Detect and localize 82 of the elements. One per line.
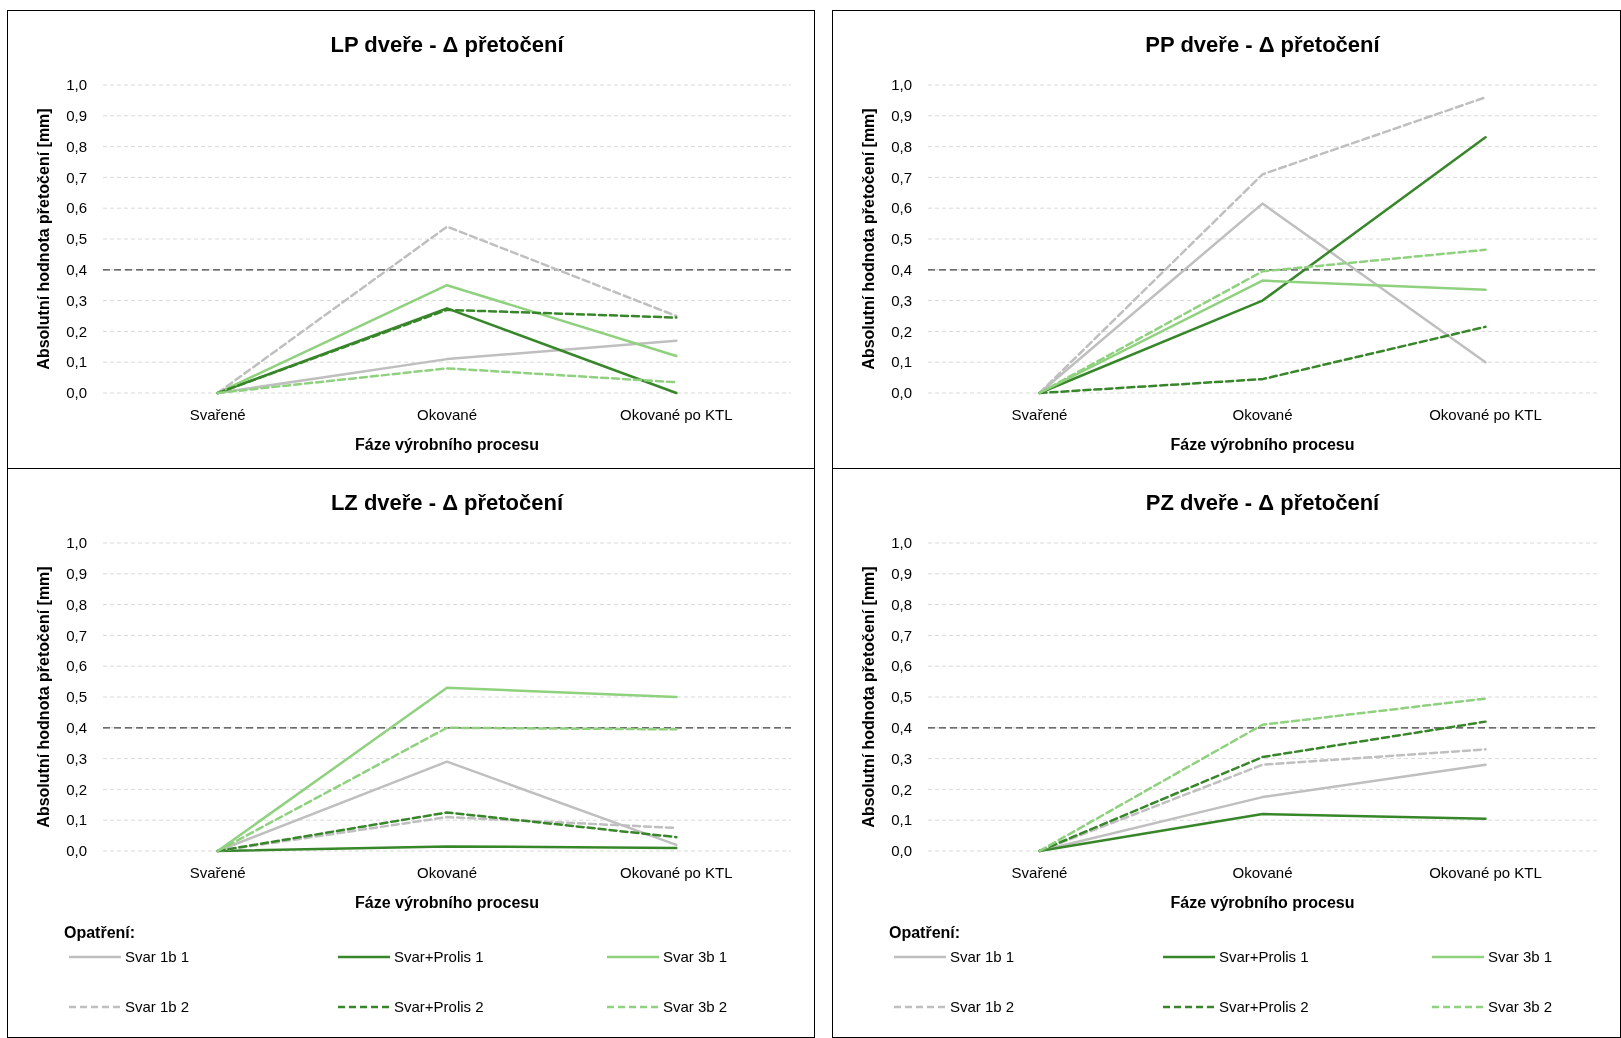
x-axis-title: Fáze výrobního procesu xyxy=(1170,436,1355,453)
y-tick-label: 0,9 xyxy=(891,107,912,125)
x-tick-label: Okované xyxy=(1232,406,1293,423)
x-tick-label: Svařené xyxy=(1011,864,1068,881)
chart-title: LZ dveře - Δ přetočení xyxy=(330,490,564,515)
y-tick-label: 0,1 xyxy=(66,353,87,371)
y-tick-label: 0,3 xyxy=(891,291,912,309)
y-tick-label: 1,0 xyxy=(66,76,87,94)
y-tick-label: 1,0 xyxy=(891,76,912,94)
y-tick-label: 1,0 xyxy=(66,534,87,552)
legend-label: Svar 3b 1 xyxy=(1488,948,1553,966)
y-tick-label: 0,6 xyxy=(891,657,912,675)
y-tick-label: 0,8 xyxy=(66,595,87,613)
y-axis-title: Absolutní hodnota přetočení [mm] xyxy=(860,108,877,370)
x-tick-label: Okované po KTL xyxy=(1429,406,1542,423)
x-tick-label: Okované po KTL xyxy=(620,864,733,881)
legend-title: Opatření: xyxy=(889,924,961,941)
y-tick-label: 0,4 xyxy=(891,261,912,279)
x-axis-title: Fáze výrobního procesu xyxy=(354,436,540,453)
y-tick-label: 0,6 xyxy=(891,199,912,217)
chart-title: PZ dveře - Δ přetočení xyxy=(1145,490,1381,515)
y-tick-label: 0,7 xyxy=(891,626,912,644)
legend-title: Opatření: xyxy=(64,924,136,941)
x-tick-label: Svařené xyxy=(189,864,246,881)
y-tick-label: 0,0 xyxy=(891,384,912,402)
y-tick-label: 0,7 xyxy=(891,168,912,186)
legend-label: Svar+Prolis 2 xyxy=(394,998,484,1016)
legend-label: Svar 1b 2 xyxy=(950,998,1015,1016)
chart-title: LP dveře - Δ přetočení xyxy=(330,32,565,57)
y-tick-label: 0,2 xyxy=(891,322,912,340)
x-tick-label: Svařené xyxy=(1011,406,1068,423)
legend-label: Svar 1b 1 xyxy=(950,948,1015,966)
y-tick-label: 0,5 xyxy=(66,230,87,248)
y-tick-label: 1,0 xyxy=(891,534,912,552)
y-tick-label: 0,0 xyxy=(891,842,912,860)
y-tick-label: 0,4 xyxy=(66,719,87,737)
y-tick-label: 0,4 xyxy=(66,261,87,279)
y-tick-label: 0,8 xyxy=(891,595,912,613)
legend-label: Svar 3b 1 xyxy=(663,948,728,966)
x-tick-label: Okované xyxy=(1232,864,1293,881)
y-tick-label: 0,3 xyxy=(66,291,87,309)
y-tick-label: 0,5 xyxy=(891,688,912,706)
y-tick-label: 0,2 xyxy=(66,322,87,340)
y-tick-label: 0,1 xyxy=(66,811,87,829)
x-tick-label: Okované po KTL xyxy=(1429,864,1542,881)
legend-label: Svar+Prolis 1 xyxy=(394,948,484,966)
y-tick-label: 0,8 xyxy=(891,137,912,155)
legend-label: Svar+Prolis 1 xyxy=(1219,948,1309,966)
y-tick-label: 0,1 xyxy=(891,353,912,371)
y-tick-label: 0,0 xyxy=(66,384,87,402)
x-axis-title: Fáze výrobního procesu xyxy=(354,894,540,911)
y-axis-title: Absolutní hodnota přetočení [mm] xyxy=(35,108,52,370)
y-tick-label: 0,9 xyxy=(66,107,87,125)
y-tick-label: 0,1 xyxy=(891,811,912,829)
y-tick-label: 0,4 xyxy=(891,719,912,737)
x-tick-label: Okované xyxy=(416,406,478,423)
y-tick-label: 0,9 xyxy=(891,565,912,583)
y-tick-label: 0,6 xyxy=(66,657,87,675)
chart-title: PP dveře - Δ přetočení xyxy=(1145,32,1381,57)
legend-label: Svar 3b 2 xyxy=(663,998,728,1016)
y-tick-label: 0,5 xyxy=(66,688,87,706)
y-axis-title: Absolutní hodnota přetočení [mm] xyxy=(35,566,52,828)
x-tick-label: Okované po KTL xyxy=(620,406,733,423)
legend-label: Svar+Prolis 2 xyxy=(1219,998,1309,1016)
y-tick-label: 0,2 xyxy=(891,780,912,798)
x-axis-title: Fáze výrobního procesu xyxy=(1170,894,1355,911)
legend-label: Svar 1b 2 xyxy=(125,998,190,1016)
y-tick-label: 0,2 xyxy=(66,780,87,798)
y-tick-label: 0,7 xyxy=(66,626,87,644)
y-tick-label: 0,3 xyxy=(66,749,87,767)
y-axis-title: Absolutní hodnota přetočení [mm] xyxy=(860,566,877,828)
legend-label: Svar 1b 1 xyxy=(125,948,190,966)
y-tick-label: 0,0 xyxy=(66,842,87,860)
y-tick-label: 0,3 xyxy=(891,749,912,767)
y-tick-label: 0,6 xyxy=(66,199,87,217)
x-tick-label: Svařené xyxy=(189,406,246,423)
y-tick-label: 0,9 xyxy=(66,565,87,583)
legend-label: Svar 3b 2 xyxy=(1488,998,1553,1016)
y-tick-label: 0,8 xyxy=(66,137,87,155)
y-tick-label: 0,7 xyxy=(66,168,87,186)
y-tick-label: 0,5 xyxy=(891,230,912,248)
x-tick-label: Okované xyxy=(416,864,478,881)
